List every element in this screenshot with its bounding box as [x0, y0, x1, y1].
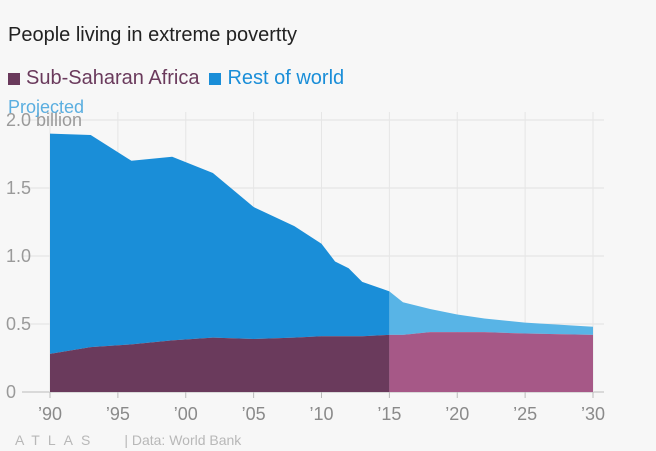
x-tick-label: ’90	[38, 404, 62, 424]
chart-title: People living in extreme povertty	[8, 24, 298, 46]
area-rest-of-world	[50, 133, 390, 354]
area-sub-saharan-africa	[50, 334, 390, 392]
x-tick-label: ’20	[445, 404, 469, 424]
x-tick-label: ’15	[377, 404, 401, 424]
y-tick-label: 0	[6, 382, 16, 402]
x-tick-label: ’30	[581, 404, 605, 424]
data-credit: | Data: World Bank	[124, 432, 242, 448]
legend-label-sub-saharan-africa: Sub-Saharan Africa	[26, 67, 200, 89]
legend-swatch-rest-of-world	[209, 72, 222, 85]
y-tick-label: 1.5	[6, 178, 31, 198]
projected-label: Projected	[8, 97, 85, 117]
legend: Sub-Saharan Africa Rest of world	[8, 67, 354, 90]
x-tick-label: ’10	[309, 404, 333, 424]
y-tick-label: 1.0	[6, 246, 31, 266]
legend-item-sub-saharan-africa: Sub-Saharan Africa	[8, 67, 199, 90]
footer: ATLAS | Data: World Bank	[15, 432, 241, 448]
legend-label-rest-of-world: Rest of world	[227, 67, 345, 89]
area-rest-of-world-projected	[389, 291, 593, 335]
legend-item-rest-of-world: Rest of world	[209, 67, 344, 90]
y-tick-label: 2.0 billion	[6, 110, 82, 130]
area-sub-saharan-africa-projected	[389, 332, 593, 392]
x-tick-label: ’95	[106, 404, 130, 424]
x-tick-label: ’05	[242, 404, 266, 424]
x-tick-label: ’25	[513, 404, 537, 424]
atlas-logo: ATLAS	[15, 432, 99, 448]
y-tick-label: 0.5	[6, 314, 31, 334]
x-tick-label: ’00	[174, 404, 198, 424]
legend-swatch-sub-saharan-africa	[8, 72, 20, 85]
